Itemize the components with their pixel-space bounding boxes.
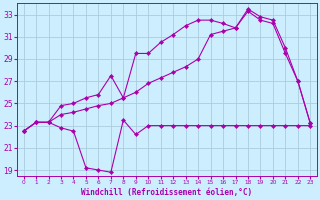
X-axis label: Windchill (Refroidissement éolien,°C): Windchill (Refroidissement éolien,°C) — [81, 188, 252, 197]
